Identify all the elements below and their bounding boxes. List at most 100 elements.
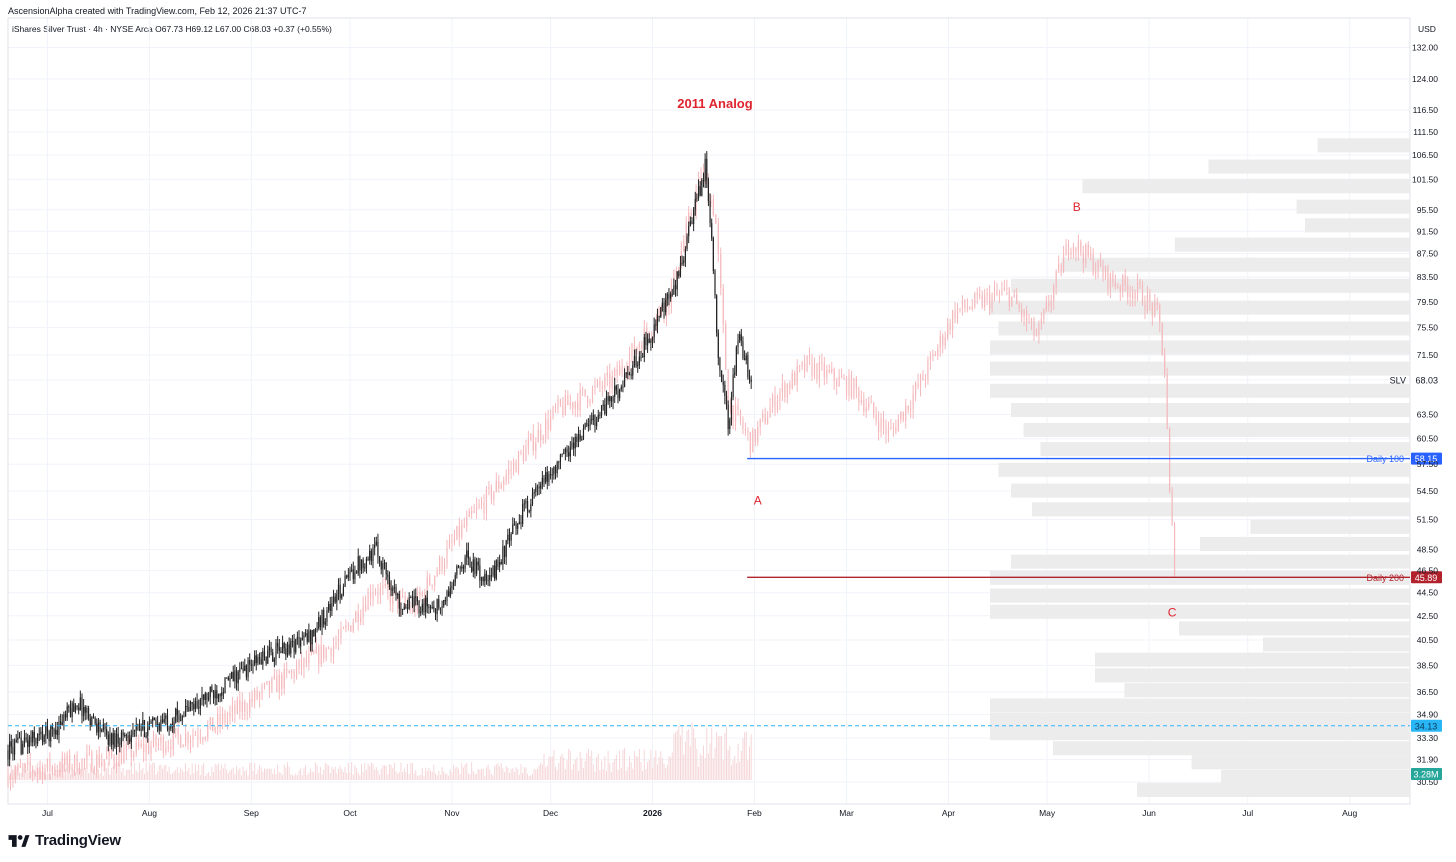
volume-bar — [127, 769, 129, 780]
volume-bar — [224, 763, 226, 780]
analog-candle-body — [752, 429, 754, 453]
analog-candle-body — [540, 429, 542, 440]
volume-bar — [181, 769, 183, 780]
volume-bar — [446, 774, 448, 780]
analog-candle — [441, 555, 443, 575]
analog-candle — [744, 422, 747, 436]
analog-candle-body — [313, 651, 315, 654]
volume-bar — [310, 768, 312, 780]
analog-candle-body — [1161, 322, 1163, 356]
actual-candle — [163, 712, 165, 724]
actual-candle-body — [528, 510, 530, 512]
actual-candle-body — [485, 573, 488, 581]
actual-candle-body — [207, 696, 210, 700]
tradingview-logo[interactable]: TradingView — [8, 832, 121, 849]
volume-bar — [263, 768, 265, 780]
analog-candle-body — [325, 648, 327, 659]
volume-bar — [78, 767, 80, 780]
actual-candle — [561, 453, 563, 458]
analog-candle-body — [922, 375, 924, 381]
analog-candle-body — [182, 744, 184, 748]
actual-candle-body — [104, 724, 106, 730]
actual-candle — [135, 717, 137, 737]
analog-candle — [101, 753, 103, 767]
analog-candle — [214, 726, 216, 734]
volume-bar — [602, 769, 604, 780]
analog-candle-body — [1112, 273, 1114, 283]
actual-candle — [484, 569, 486, 587]
analog-candle-body — [244, 701, 246, 712]
actual-candle-body — [408, 597, 410, 609]
actual-candle — [227, 675, 229, 681]
volume-profile-bar — [1095, 652, 1410, 667]
analog-candle-body — [609, 372, 611, 388]
volume-bar — [637, 756, 639, 780]
actual-candle — [489, 567, 491, 587]
actual-candle — [475, 557, 478, 577]
actual-candle-body — [480, 577, 483, 581]
actual-candle — [717, 329, 719, 366]
actual-candle — [449, 581, 451, 599]
volume-bar — [734, 755, 736, 780]
actual-candle-body — [717, 332, 719, 359]
actual-candle-body — [255, 655, 257, 664]
actual-candle — [157, 715, 159, 733]
analog-candle — [806, 355, 808, 373]
actual-candle — [252, 660, 254, 674]
volume-bar — [530, 775, 532, 780]
analog-candle — [922, 370, 924, 381]
analog-candle — [1109, 272, 1112, 299]
actual-candle-body — [378, 556, 381, 562]
actual-candle — [355, 570, 358, 574]
actual-candle — [633, 349, 636, 368]
volume-bar — [732, 760, 734, 780]
actual-candle-body — [173, 722, 175, 728]
actual-candle-body — [175, 708, 177, 723]
volume-bar — [497, 763, 499, 780]
actual-candle-body — [78, 707, 80, 711]
analog-candle-body — [508, 468, 510, 475]
volume-profile-bar — [1250, 519, 1410, 534]
analog-candle-body — [979, 294, 981, 296]
volume-bar — [421, 768, 423, 780]
actual-candle-body — [385, 562, 387, 575]
volume-bar — [622, 749, 624, 780]
actual-candle — [594, 414, 596, 433]
analog-candle-body — [892, 426, 894, 428]
analog-candle — [152, 730, 155, 748]
volume-bar — [19, 773, 21, 780]
actual-candle-body — [395, 587, 397, 596]
actual-candle-body — [510, 534, 512, 541]
analog-candle — [76, 751, 78, 775]
actual-candle-body — [265, 656, 267, 664]
price-tick-label: 124.00 — [1412, 74, 1438, 84]
volume-bar — [193, 773, 195, 780]
analog-candle-body — [929, 356, 931, 361]
analog-candle — [784, 380, 786, 403]
actual-candle — [600, 404, 603, 419]
analog-candle-body — [954, 310, 956, 320]
actual-candle — [178, 710, 180, 723]
volume-bar — [249, 763, 251, 780]
actual-candle-body — [63, 714, 65, 723]
actual-candle — [79, 690, 81, 711]
actual-candle-body — [444, 600, 446, 602]
analog-candle — [791, 369, 793, 390]
actual-candle-body — [109, 733, 111, 745]
analog-candle — [929, 351, 931, 370]
currency-label[interactable]: USD — [1418, 24, 1436, 34]
actual-candle — [74, 703, 77, 714]
volume-bar — [63, 763, 65, 780]
analog-candle — [300, 651, 303, 676]
actual-candle-body — [594, 415, 596, 426]
actual-candle-body — [309, 630, 312, 645]
volume-bar — [227, 773, 229, 780]
analog-candle — [1127, 276, 1129, 305]
actual-candle — [300, 637, 302, 654]
actual-candle-body — [612, 396, 614, 402]
volume-bar — [712, 758, 714, 780]
actual-candle — [265, 656, 267, 666]
analog-candle — [1035, 328, 1038, 337]
actual-candle — [503, 545, 506, 565]
